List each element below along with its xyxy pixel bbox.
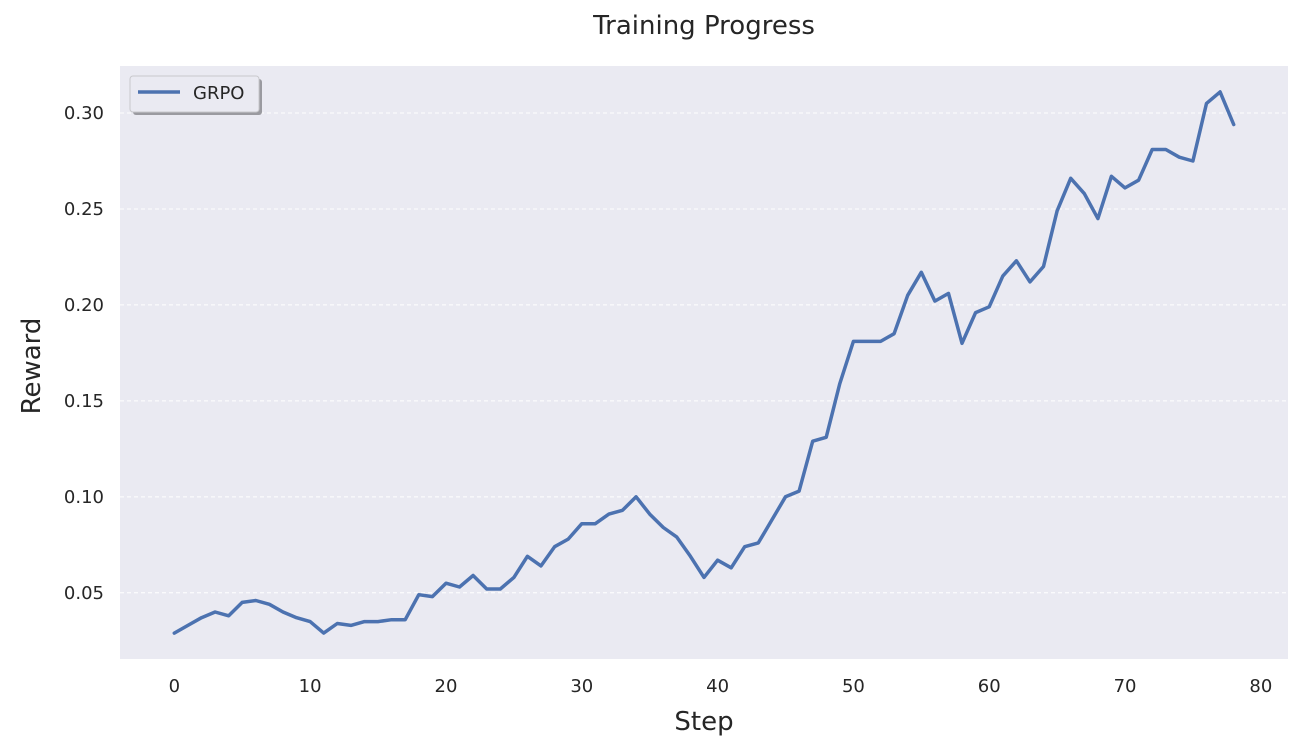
y-axis-ticks: 0.05 0.10 0.15 0.20 0.25 0.30: [64, 103, 104, 604]
series-line-grpo: [172, 90, 1236, 635]
y-tick-label: 0.10: [64, 487, 104, 508]
x-axis-ticks: 0 10 20 30 40 50 60 70 80: [169, 676, 1273, 697]
chart-title: Training Progress: [592, 11, 815, 41]
y-tick-label: 0.15: [64, 391, 104, 412]
x-tick-label: 30: [570, 676, 593, 697]
x-tick-label: 60: [978, 676, 1001, 697]
y-tick-label: 0.20: [64, 295, 104, 316]
x-tick-label: 20: [435, 676, 458, 697]
y-tick-label: 0.05: [64, 583, 104, 604]
x-axis-label: Step: [674, 707, 733, 737]
x-tick-label: 40: [706, 676, 729, 697]
legend: GRPO: [129, 75, 262, 115]
x-tick-label: 10: [299, 676, 322, 697]
x-tick-label: 80: [1249, 676, 1272, 697]
series-layer: [172, 90, 1236, 635]
x-tick-label: 0: [169, 676, 180, 697]
x-tick-label: 70: [1114, 676, 1137, 697]
legend-label-grpo: GRPO: [193, 83, 244, 104]
y-tick-label: 0.30: [64, 103, 104, 124]
y-axis-label: Reward: [17, 318, 47, 415]
y-tick-label: 0.25: [64, 199, 104, 220]
plot-area: [120, 66, 1288, 659]
x-tick-label: 50: [842, 676, 865, 697]
legend-box: [129, 75, 260, 113]
